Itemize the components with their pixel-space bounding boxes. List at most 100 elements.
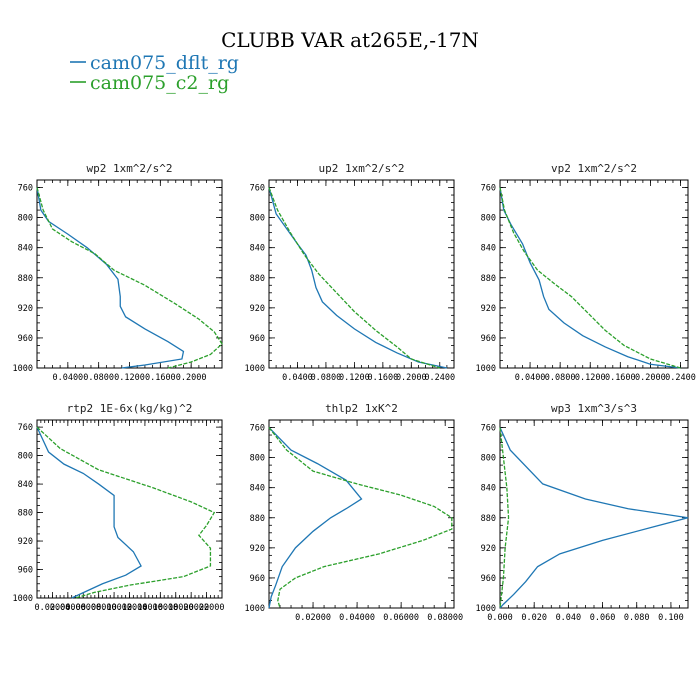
y-tick-label: 840: [250, 484, 265, 494]
y-tick-label: 1000: [13, 594, 33, 604]
y-tick-label: 880: [18, 509, 33, 519]
x-tick-label: 0.0800: [311, 373, 342, 383]
y-tick-label: 920: [250, 304, 265, 314]
y-tick-label: 920: [18, 304, 33, 314]
x-tick-label: 0.04000: [50, 603, 86, 613]
plot-frame: [499, 179, 689, 369]
y-tick-label: 960: [250, 574, 265, 584]
panel-rtp2: rtp2 1E-6x(kg/kg)^2 760 800 840 880 920 960 100…: [13, 402, 225, 613]
series-line-c2: [499, 187, 681, 369]
y-tick-label: 760: [250, 184, 265, 194]
series-line-c2: [36, 426, 216, 599]
legend-label-c2: cam075_c2_rg: [90, 72, 229, 94]
panel-wp2: wp2 1xm^2/s^2 760 800 840 880 920 960 1000 0.040…: [13, 162, 223, 383]
y-tick-label: 840: [481, 244, 496, 254]
panel-title: rtp2 1E-6x(kg/kg)^2: [67, 402, 193, 415]
x-tick-label: 0.08000: [427, 613, 463, 623]
y-tick-label: 840: [18, 244, 33, 254]
y-tick-label: 920: [250, 544, 265, 554]
y-tick-label: 800: [250, 214, 265, 224]
y-tick-label: 960: [250, 334, 265, 344]
x-tick-label: 0.060: [590, 613, 616, 623]
legend-label-dflt: cam075_dflt_rg: [90, 52, 239, 74]
series-line-dflt: [36, 426, 142, 599]
plot-frame: [268, 419, 455, 609]
y-tick-label: 880: [250, 514, 265, 524]
x-tick-label: 0.080: [624, 613, 650, 623]
x-tick-label: 0.1200: [575, 373, 606, 383]
y-tick-label: 920: [481, 304, 496, 314]
y-tick-label: 800: [18, 452, 33, 462]
series-line-c2: [268, 427, 453, 609]
x-tick-label: 0.2400: [424, 373, 455, 383]
series-line-c2: [36, 187, 223, 369]
x-tick-label: 0.0800: [545, 373, 576, 383]
y-tick-label: 1000: [476, 604, 496, 614]
y-tick-label: 840: [250, 244, 265, 254]
y-tick-label: 1000: [476, 364, 496, 374]
y-tick-label: 760: [18, 184, 33, 194]
x-tick-label: 0.10000: [96, 603, 132, 613]
series-line-dflt: [36, 187, 185, 369]
y-tick-label: 880: [481, 274, 496, 284]
x-tick-label: 0.0400: [515, 373, 546, 383]
x-tick-label: 0.2000: [635, 373, 666, 383]
x-tick-label: 0.08000: [81, 603, 117, 613]
series-line-dflt: [499, 427, 689, 609]
x-tick-label: 0.04000: [339, 613, 375, 623]
series-line-dflt: [268, 427, 363, 609]
y-tick-label: 1000: [245, 604, 265, 614]
y-tick-label: 800: [481, 454, 496, 464]
y-tick-label: 760: [481, 424, 496, 434]
x-tick-label: 0.040: [556, 613, 582, 623]
x-tick-label: 0.1600: [605, 373, 636, 383]
panel-thlp2: thlp2 1xK^2 760 800 840 880 920 960 1000 0.02000…: [245, 402, 464, 623]
y-tick-label: 840: [18, 480, 33, 490]
x-tick-label: 0.0400: [282, 373, 313, 383]
x-tick-label: 0.2000: [396, 373, 427, 383]
x-tick-label: 0.18000: [158, 603, 194, 613]
y-tick-label: 920: [18, 537, 33, 547]
y-tick-label: 920: [481, 544, 496, 554]
legend: cam075_dflt_rg cam075_c2_rg: [70, 52, 239, 94]
x-tick-label: 0.1200: [114, 373, 145, 383]
y-tick-label: 800: [481, 214, 496, 224]
y-tick-label: 880: [18, 274, 33, 284]
series-line-dflt: [499, 187, 681, 369]
x-tick-label: 0.20000: [173, 603, 209, 613]
x-tick-label: 0.2000: [176, 373, 207, 383]
panel-title: wp2 1xm^2/s^2: [86, 162, 172, 175]
y-tick-label: 840: [481, 484, 496, 494]
panel-title: thlp2 1xK^2: [325, 402, 398, 415]
x-tick-label: 0.16000: [142, 603, 178, 613]
y-tick-label: 800: [18, 214, 33, 224]
series-line-dflt: [268, 187, 448, 369]
x-tick-label: 0.1600: [367, 373, 398, 383]
series-line-c2: [268, 187, 440, 369]
figure-title: CLUBB VAR at265E,-17N: [221, 28, 479, 52]
panel-title: up2 1xm^2/s^2: [318, 162, 404, 175]
y-tick-label: 960: [18, 334, 33, 344]
x-tick-label: 0.02000: [295, 613, 331, 623]
panel-up2: up2 1xm^2/s^2 760 800 840 880 920 960 1000 0.040…: [245, 162, 456, 383]
x-tick-label: 0.12000: [112, 603, 148, 613]
x-tick-label: 0.22000: [189, 603, 225, 613]
x-tick-label: 0.020: [521, 613, 547, 623]
panel-title: vp2 1xm^2/s^2: [551, 162, 637, 175]
panel-title: wp3 1xm^3/s^3: [551, 402, 637, 415]
x-tick-label: 0.06000: [65, 603, 101, 613]
y-tick-label: 880: [481, 514, 496, 524]
y-tick-label: 760: [18, 423, 33, 433]
x-tick-label: 0.0400: [52, 373, 83, 383]
panel-vp2: vp2 1xm^2/s^2 760 800 840 880 920 960 1000 0.040…: [476, 162, 696, 383]
y-tick-label: 960: [18, 566, 33, 576]
panel-wp3: wp3 1xm^3/s^3 760 800 840 880 920 960 10000.000…: [476, 402, 689, 623]
y-tick-label: 960: [481, 574, 496, 584]
y-tick-label: 760: [481, 184, 496, 194]
y-tick-label: 1000: [13, 364, 33, 374]
series-line-c2: [499, 427, 510, 609]
y-tick-label: 1000: [245, 364, 265, 374]
x-tick-label: 0.000: [487, 613, 513, 623]
x-tick-label: 0.0800: [83, 373, 114, 383]
